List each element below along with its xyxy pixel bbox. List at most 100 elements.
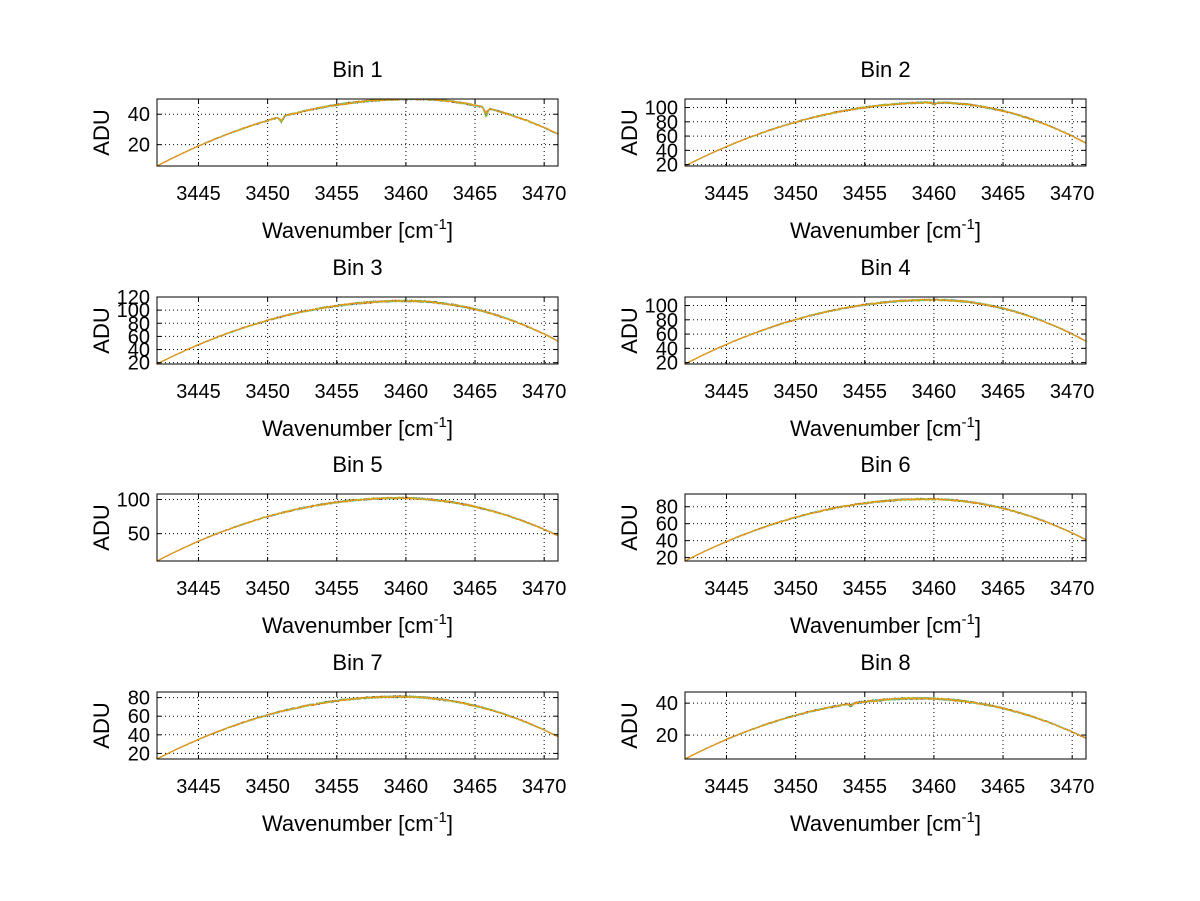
x-tick-label: 3465 — [981, 776, 1026, 798]
axes-frame — [156, 493, 559, 562]
spectrum-line-1 — [684, 497, 1087, 562]
y-axis-label: ADU — [89, 307, 114, 353]
y-tick-label: 20 — [128, 135, 150, 157]
x-tick-label: 3455 — [843, 776, 888, 798]
x-tick-label: 3465 — [453, 776, 498, 798]
y-tick-label: 100 — [645, 98, 678, 120]
spectrum-line-4 — [684, 696, 1087, 760]
x-tick-label: 3450 — [773, 776, 818, 798]
y-tick-label: 100 — [117, 300, 150, 322]
axes-frame — [684, 691, 1087, 760]
x-tick-label: 3470 — [1050, 776, 1095, 798]
x-tick-label: 3470 — [1050, 381, 1095, 403]
x-tick-label: 3465 — [981, 578, 1026, 600]
y-tick-label: 40 — [656, 338, 678, 360]
axes-frame — [684, 493, 1087, 562]
spectrum-line-5 — [684, 101, 1087, 167]
x-tick-label: 3450 — [773, 578, 818, 600]
spectrum-line-4 — [684, 101, 1087, 167]
spectrum-line-5 — [684, 298, 1087, 365]
x-tick-label: 3460 — [912, 183, 957, 205]
x-tick-label: 3445 — [176, 183, 221, 205]
x-tick-label: 3470 — [522, 578, 567, 600]
x-tick-label: 3470 — [1050, 578, 1095, 600]
y-tick-label: 20 — [656, 548, 678, 570]
spectrum-line-5 — [684, 696, 1087, 760]
x-tick-label: 3455 — [843, 578, 888, 600]
y-tick-label: 20 — [128, 743, 150, 765]
y-tick-label: 20 — [656, 725, 678, 747]
x-tick-label: 3465 — [453, 381, 498, 403]
y-tick-label: 60 — [128, 326, 150, 348]
x-tick-label: 3450 — [245, 578, 290, 600]
subplot-5: Bin 5 3445 3450 3455 3460 3465 3470 50 100 Wavenu… — [89, 452, 566, 638]
x-tick-label: 3460 — [384, 578, 429, 600]
y-tick-label: 40 — [656, 140, 678, 162]
x-tick-label: 3445 — [704, 183, 749, 205]
spectrum-line-3 — [684, 696, 1087, 760]
x-tick-label: 3455 — [843, 381, 888, 403]
spectrum-line-2 — [684, 298, 1087, 365]
y-tick-label: 80 — [128, 313, 150, 335]
spectrum-line-2 — [684, 697, 1087, 760]
axes-frame — [684, 98, 1087, 167]
spectrum-line-3 — [684, 101, 1087, 167]
y-axis-label: ADU — [617, 504, 642, 550]
y-tick-label: 60 — [656, 514, 678, 536]
x-tick-label: 3455 — [315, 381, 360, 403]
spectrum-line-6 — [156, 299, 559, 365]
spectrum-line-3 — [684, 497, 1087, 562]
y-tick-label: 40 — [656, 531, 678, 553]
subplot-title: Bin 1 — [332, 57, 382, 82]
y-tick-label: 20 — [656, 353, 678, 375]
x-tick-label: 3470 — [522, 183, 567, 205]
x-axis-label: Wavenumber [cm-1] — [790, 611, 981, 638]
y-tick-label: 40 — [656, 693, 678, 715]
spectrum-line-6 — [156, 496, 559, 562]
spectrum-line-5 — [156, 98, 559, 167]
y-tick-label: 40 — [128, 725, 150, 747]
spectrum-line-2 — [684, 497, 1087, 562]
spectrum-line-6 — [684, 298, 1087, 365]
spectrum-line-3 — [156, 98, 559, 167]
spectrum-line-4 — [156, 496, 559, 562]
axes-frame — [156, 296, 559, 365]
x-tick-label: 3465 — [453, 578, 498, 600]
x-axis-label: Wavenumber [cm-1] — [262, 414, 453, 441]
spectrum-line-1 — [684, 696, 1087, 760]
subplot-title: Bin 3 — [332, 255, 382, 280]
spectrum-line-5 — [156, 695, 559, 760]
y-tick-label: 20 — [656, 155, 678, 177]
spectrum-line-5 — [156, 496, 559, 562]
x-tick-label: 3445 — [704, 776, 749, 798]
spectrum-line-6 — [684, 696, 1087, 760]
spectrum-line-2 — [156, 496, 559, 562]
subplot-2: Bin 2 3445 3450 3455 3460 3465 3470 20406080100… — [617, 57, 1094, 243]
y-tick-label: 60 — [128, 706, 150, 728]
x-tick-label: 3450 — [245, 776, 290, 798]
x-axis-label: Wavenumber [cm-1] — [790, 809, 981, 836]
axes-frame — [156, 691, 559, 760]
x-axis-label: Wavenumber [cm-1] — [262, 611, 453, 638]
subplot-title: Bin 6 — [860, 452, 910, 477]
subplot-1: Bin 1 3445 3450 3455 3460 3465 3470 20 40 Wavenum… — [89, 57, 566, 243]
x-tick-label: 3445 — [176, 776, 221, 798]
x-tick-label: 3450 — [773, 183, 818, 205]
subplot-title: Bin 7 — [332, 650, 382, 675]
spectrum-line-2 — [684, 101, 1087, 167]
spectrum-line-6 — [684, 101, 1087, 167]
x-tick-label: 3445 — [704, 578, 749, 600]
spectrum-line-1 — [684, 298, 1086, 365]
x-axis-label: Wavenumber [cm-1] — [262, 809, 453, 836]
y-tick-label: 50 — [128, 524, 150, 546]
spectrum-line-6 — [684, 497, 1087, 562]
x-tick-label: 3445 — [704, 381, 749, 403]
spectrum-line-4 — [156, 98, 559, 167]
subplot-8: Bin 8 3445 3450 3455 3460 3465 3470 20 40 Wavenum… — [617, 650, 1094, 836]
y-axis-label: ADU — [89, 109, 114, 155]
x-tick-label: 3460 — [384, 381, 429, 403]
x-tick-label: 3445 — [176, 578, 221, 600]
x-tick-label: 3460 — [912, 578, 957, 600]
